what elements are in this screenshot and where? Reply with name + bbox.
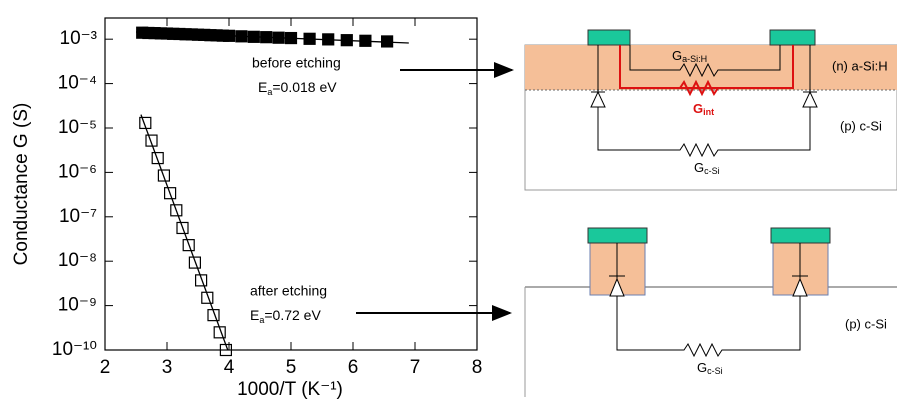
contact xyxy=(587,227,648,244)
x-tick-label: 6 xyxy=(348,357,359,378)
label: Gc-Si xyxy=(694,160,720,176)
int-path xyxy=(619,45,794,89)
resistor xyxy=(597,45,811,158)
y-tick-label: 10⁻⁶ xyxy=(58,161,97,182)
y-tick-label: 10⁻³ xyxy=(60,28,98,49)
marker xyxy=(207,309,220,322)
marker xyxy=(381,35,394,48)
x-tick-label: 8 xyxy=(472,357,483,378)
substrate xyxy=(525,287,897,397)
marker xyxy=(284,31,298,45)
label: Gc-Si xyxy=(697,360,723,376)
label: Gint xyxy=(693,101,714,117)
layer xyxy=(525,45,897,90)
annotation: Ea=0.018 eV xyxy=(258,79,337,98)
diode xyxy=(792,275,808,297)
marker xyxy=(157,169,170,182)
contact xyxy=(587,29,631,46)
label: (p) c-Si xyxy=(845,316,887,331)
y-tick-label: 10⁻⁴ xyxy=(58,73,97,94)
marker xyxy=(303,32,316,45)
y-tick-label: 10⁻⁵ xyxy=(58,117,97,138)
marker xyxy=(340,34,353,47)
marker xyxy=(322,33,335,46)
marker xyxy=(260,31,273,44)
diode xyxy=(590,90,606,108)
bottom-diagram: (p) c-Si Gc-Si xyxy=(524,227,897,397)
marker xyxy=(213,326,226,339)
y-tick-label: 10⁻¹⁰ xyxy=(52,339,97,360)
annotation: before etching xyxy=(252,55,341,71)
marker xyxy=(139,116,152,130)
x-tick-label: 3 xyxy=(162,357,173,378)
marker xyxy=(235,30,248,43)
marker xyxy=(222,29,236,42)
marker xyxy=(182,239,195,252)
label: (p) c-Si xyxy=(840,118,882,133)
marker xyxy=(164,187,177,200)
diode xyxy=(609,275,625,297)
marker xyxy=(151,151,164,165)
x-axis-label: 1000/T (K⁻¹) xyxy=(237,379,343,400)
marker xyxy=(195,274,208,287)
resistor xyxy=(616,243,801,358)
annotation: after etching xyxy=(250,283,327,299)
chart: 2 3 4 5 6 7 8 10⁻¹⁰ 10⁻⁹ 10⁻⁸ 10⁻⁷ 10⁻⁶ 10⁻⁵ 10⁻⁴ 10⁻³ xyxy=(52,17,483,378)
y-axis-label: Conductance G (S) xyxy=(11,103,32,266)
marker xyxy=(247,30,260,43)
diode xyxy=(802,90,818,108)
y-tick-label: 10⁻⁹ xyxy=(58,295,97,316)
x-tick-label: 7 xyxy=(410,357,421,378)
marker xyxy=(359,34,372,47)
marker xyxy=(170,204,183,217)
marker xyxy=(201,291,214,304)
marker xyxy=(176,221,189,235)
x-tick-label: 2 xyxy=(100,357,111,378)
label: Ga-Si:H xyxy=(672,48,707,64)
y-tick-label: 10⁻⁸ xyxy=(58,250,97,271)
label: (n) a-Si:H xyxy=(832,58,888,73)
resistor xyxy=(629,45,781,78)
marker xyxy=(188,256,201,269)
y-tick-label: 10⁻⁷ xyxy=(59,206,97,227)
resistor xyxy=(679,79,719,97)
marker xyxy=(145,134,158,147)
marker xyxy=(219,343,232,357)
top-diagram: (n) a-Si:H (p) c-Si Ga-Si:H Gint Gc-Si xyxy=(524,29,897,191)
x-tick-label: 4 xyxy=(224,357,235,378)
contact xyxy=(770,227,831,244)
x-tick-label: 5 xyxy=(286,357,297,378)
annotation: Ea=0.72 eV xyxy=(250,307,321,326)
fit-line xyxy=(140,114,229,351)
contact xyxy=(769,29,816,46)
marker xyxy=(272,31,285,44)
